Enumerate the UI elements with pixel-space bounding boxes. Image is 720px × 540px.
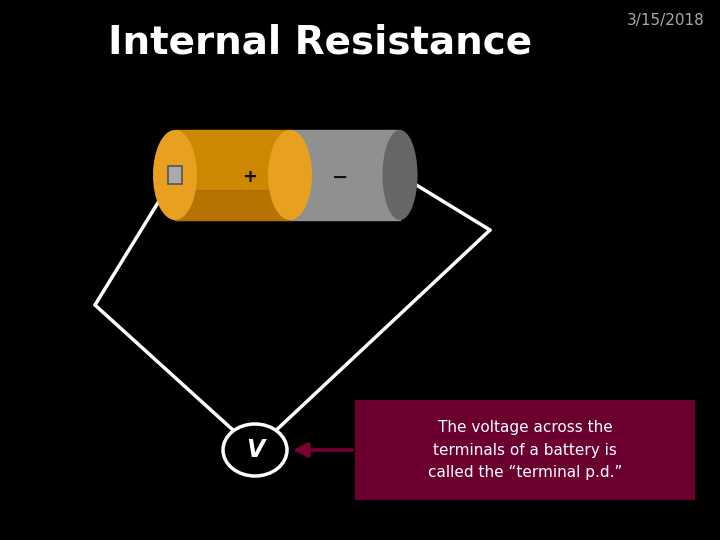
Ellipse shape bbox=[268, 130, 312, 220]
Text: The voltage across the
terminals of a battery is
called the “terminal p.d.”: The voltage across the terminals of a ba… bbox=[428, 420, 622, 480]
Ellipse shape bbox=[272, 130, 307, 220]
FancyBboxPatch shape bbox=[355, 400, 695, 500]
Ellipse shape bbox=[153, 130, 197, 220]
Text: −: − bbox=[332, 167, 348, 186]
Ellipse shape bbox=[223, 424, 287, 476]
Text: 3/15/2018: 3/15/2018 bbox=[627, 12, 705, 28]
Text: +: + bbox=[243, 168, 258, 186]
Text: V: V bbox=[246, 438, 264, 462]
Ellipse shape bbox=[382, 130, 418, 220]
Text: Internal Resistance: Internal Resistance bbox=[108, 23, 532, 61]
FancyBboxPatch shape bbox=[168, 166, 182, 184]
Polygon shape bbox=[175, 190, 290, 220]
